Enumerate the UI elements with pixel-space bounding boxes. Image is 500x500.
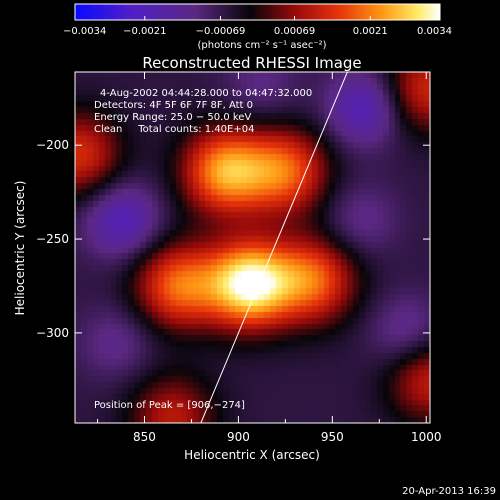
x-tick-label: 900 xyxy=(227,430,250,444)
x-tick-label: 850 xyxy=(133,430,156,444)
colorbar-ticks: −0.0034 −0.0021 −0.00069 0.00069 0.0021 0.003… xyxy=(63,16,452,37)
footer-date: 20-Apr-2013 16:39 xyxy=(402,486,496,497)
plot-area: 850 900 950 1000 −200 −250 −300 xyxy=(36,71,442,444)
colorbar-tick-label: −0.00069 xyxy=(196,26,246,37)
x-tick-label: 950 xyxy=(321,430,344,444)
x-tick-label: 1000 xyxy=(411,430,442,444)
heatmap-image xyxy=(75,72,430,423)
y-tick-label: −250 xyxy=(36,232,69,246)
y-tick-label: −200 xyxy=(36,138,69,152)
plot-frame xyxy=(74,71,431,424)
chart-title: Reconstructed RHESSI Image xyxy=(142,54,361,72)
annotation-peak-position: Position of Peak = [906,−274] xyxy=(94,400,245,411)
colorbar-gradient xyxy=(75,4,440,20)
colorbar-unit: (photons cm⁻² s⁻¹ asec⁻²) xyxy=(197,40,326,51)
colorbar-tick-label: 0.0021 xyxy=(353,26,388,37)
y-axis-label: Heliocentric Y (arcsec) xyxy=(13,181,27,316)
annotation-time: 4-Aug-2002 04:44:28.000 to 04:47:32.000 xyxy=(100,88,312,99)
annotation-detectors: Detectors: 4F 5F 6F 7F 8F, Att 0 xyxy=(94,100,253,111)
x-axis-label: Heliocentric X (arcsec) xyxy=(184,448,320,462)
y-tick-label: −300 xyxy=(36,326,69,340)
solar-limb-line xyxy=(200,72,348,423)
colorbar: −0.0034 −0.0021 −0.00069 0.00069 0.0021 0.003… xyxy=(63,3,452,51)
colorbar-tick-label: −0.0034 xyxy=(63,26,106,37)
annotation-clean: Clean Total counts: 1.40E+04 xyxy=(94,124,254,135)
colorbar-tick-label: 0.0034 xyxy=(417,26,452,37)
annotation-energy: Energy Range: 25.0 − 50.0 keV xyxy=(94,112,251,123)
colorbar-tick-label: 0.00069 xyxy=(274,26,315,37)
axis-ticks: 850 900 950 1000 −200 −250 −300 xyxy=(36,72,442,444)
colorbar-tick-label: −0.0021 xyxy=(123,26,166,37)
colorbar-frame xyxy=(74,3,441,21)
